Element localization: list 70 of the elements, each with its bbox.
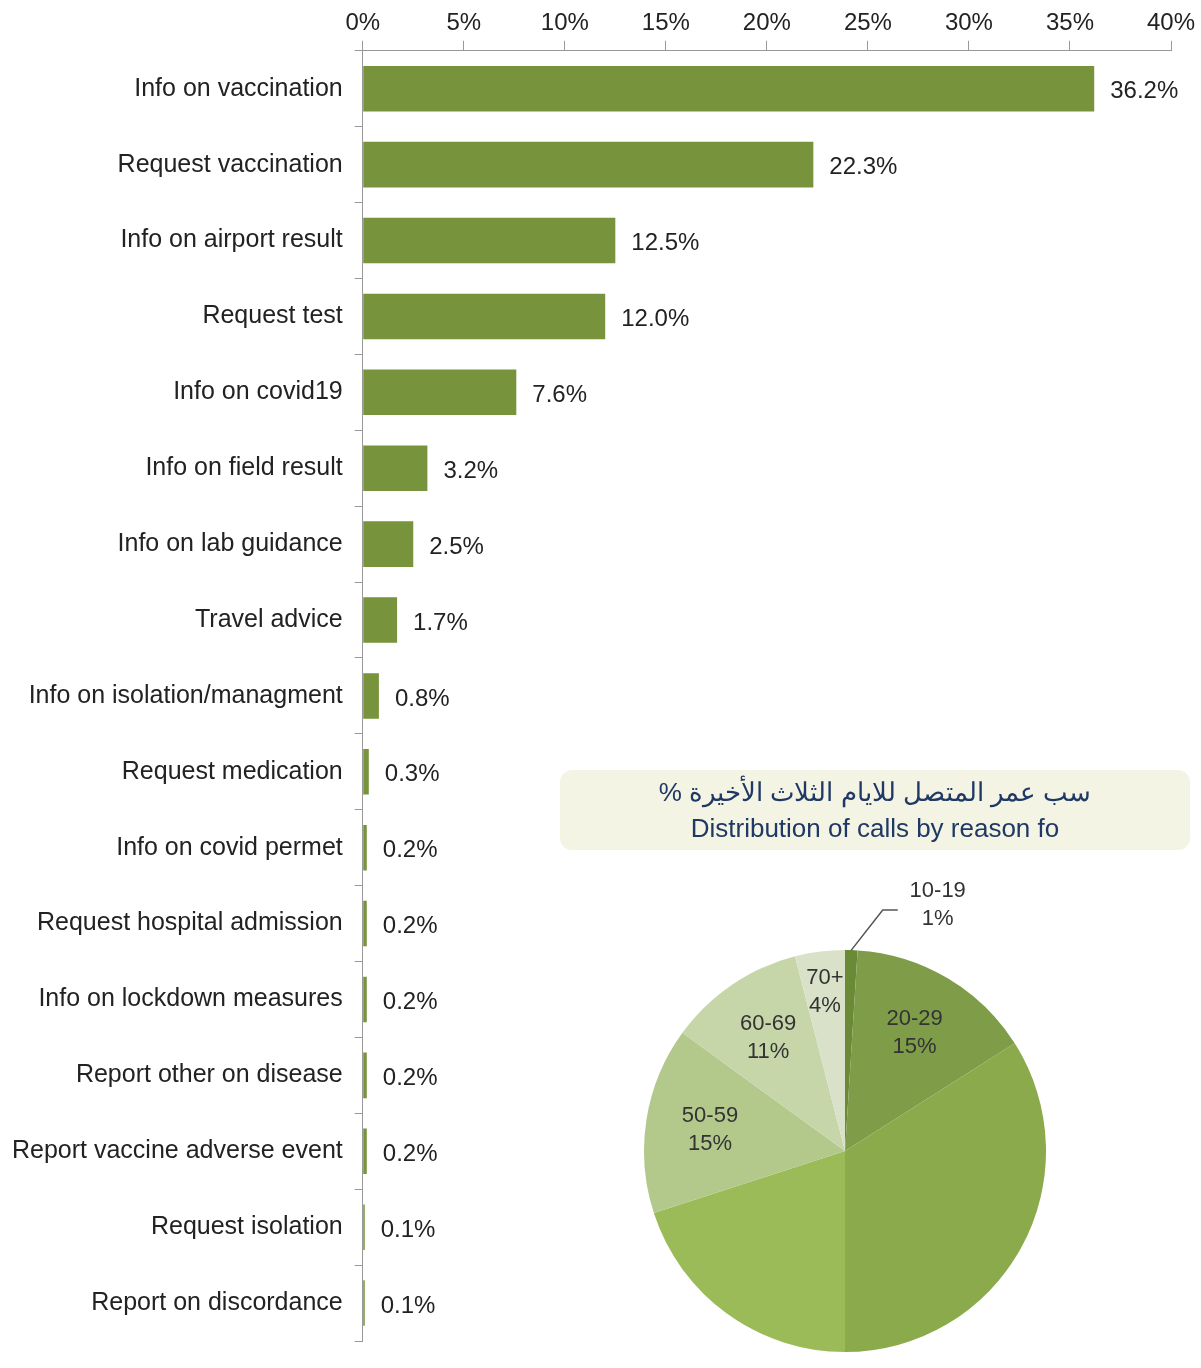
x-tick-label: 25% xyxy=(843,8,892,36)
data-label: 11% xyxy=(746,1038,790,1064)
x-tick-label: 30% xyxy=(944,8,993,36)
y-tick-label: Request hospital admission xyxy=(37,907,343,936)
data-label: 12.5% xyxy=(631,228,700,256)
slice-label: 20-29 xyxy=(886,1005,943,1031)
data-label: 0.2% xyxy=(382,1063,438,1090)
y-tick-label: Info on covid permet xyxy=(116,831,343,860)
y-tick-label: Report vaccine adverse event xyxy=(11,1135,343,1164)
x-tick-label: 20% xyxy=(742,8,791,36)
y-tick-label: Request test xyxy=(202,300,343,329)
data-label: 7.6% xyxy=(532,379,588,407)
data-label: 0.8% xyxy=(394,683,450,711)
data-label: 0.3% xyxy=(384,759,440,787)
y-tick-label: Info on lockdown measures xyxy=(38,983,343,1012)
data-label: 12.0% xyxy=(621,304,690,332)
bar xyxy=(363,521,414,567)
y-tick-label: Travel advice xyxy=(194,603,343,632)
x-tick-label: 10% xyxy=(540,8,589,36)
x-tick-label: 15% xyxy=(641,8,690,36)
bar xyxy=(363,1052,367,1099)
data-label: 0.1% xyxy=(380,1214,436,1242)
y-tick-label: Info on vaccination xyxy=(134,72,343,101)
x-tick-label: 40% xyxy=(1146,8,1196,36)
data-label: 4% xyxy=(808,991,841,1017)
y-tick-label: Info on airport result xyxy=(120,224,343,253)
x-tick-label: 35% xyxy=(1045,8,1094,36)
bar xyxy=(363,597,398,643)
bar xyxy=(363,217,616,264)
bar xyxy=(363,976,367,1023)
y-tick-label: Info on field result xyxy=(145,452,343,481)
data-label: 0.1% xyxy=(380,1290,436,1318)
x-tick-label: 0% xyxy=(345,8,381,36)
chart-subtitle: Distribution of calls by reason fo xyxy=(689,812,1061,845)
data-label: 2.5% xyxy=(429,531,484,559)
slice-label: 60-69 xyxy=(740,1010,797,1036)
slice-label: 70+ xyxy=(806,963,844,989)
x-tick-label: 5% xyxy=(446,8,482,36)
y-tick-label: Request isolation xyxy=(150,1211,343,1240)
data-label: 22.3% xyxy=(829,152,898,180)
y-tick-label: Request vaccination xyxy=(117,148,343,177)
bar xyxy=(363,749,369,795)
y-tick-label: Report on discordance xyxy=(91,1286,343,1315)
data-label: 0.2% xyxy=(382,835,438,863)
data-label: 1% xyxy=(921,905,954,931)
bar xyxy=(363,369,517,416)
bar xyxy=(363,65,1095,112)
bar xyxy=(363,673,379,719)
slice-label: 50-59 xyxy=(681,1101,739,1127)
bar xyxy=(363,293,606,340)
y-tick-label: Request medication xyxy=(121,755,343,784)
data-label: 1.7% xyxy=(413,607,468,635)
y-tick-label: Info on isolation/managment xyxy=(28,679,343,708)
bar xyxy=(363,824,367,871)
data-label: 15% xyxy=(687,1129,733,1155)
data-label: 36.2% xyxy=(1110,76,1179,104)
y-tick-label: Report other on disease xyxy=(75,1059,343,1088)
data-label: 3.2% xyxy=(443,455,499,483)
bar xyxy=(363,1128,367,1175)
chart-title: سب عمر المتصل للايام الثلاث الأخيرة % xyxy=(657,774,1093,810)
data-label: 0.2% xyxy=(382,1138,438,1166)
y-tick-label: Info on lab guidance xyxy=(117,528,343,556)
data-label: 0.2% xyxy=(382,911,438,939)
data-label: 0.2% xyxy=(382,987,438,1015)
bar xyxy=(363,445,428,491)
bar xyxy=(363,900,367,947)
bar xyxy=(363,141,814,188)
data-label: 15% xyxy=(892,1033,937,1059)
slice-label: 10-19 xyxy=(909,877,966,903)
y-tick-label: Info on covid19 xyxy=(173,376,343,405)
